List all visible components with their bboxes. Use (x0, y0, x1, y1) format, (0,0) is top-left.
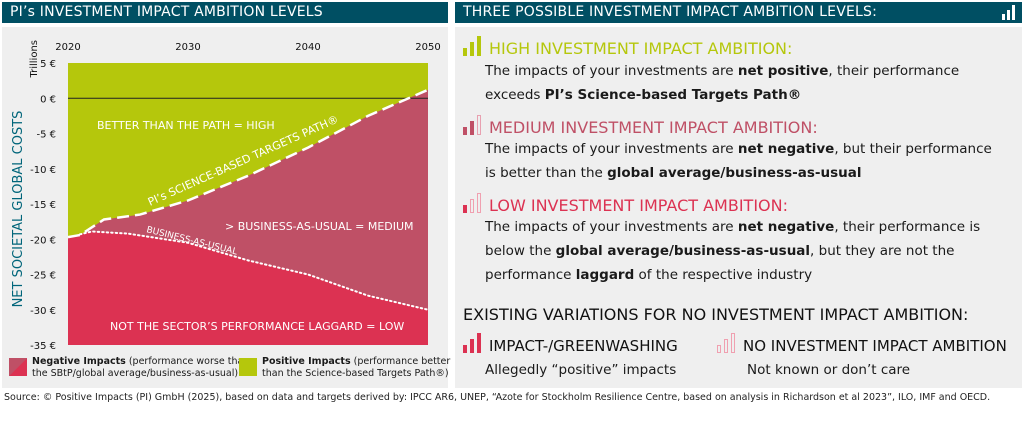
right-title: THREE POSSIBLE INVESTMENT IMPACT AMBITIO… (463, 4, 878, 20)
y-tick-label: -15 € (30, 200, 56, 211)
low-bars-icon (463, 193, 481, 213)
legend-negative-swatch (9, 358, 27, 376)
y-tick-label: -10 € (30, 165, 56, 176)
left-panel-header: PI’s INVESTMENT IMPACT AMBITION LEVELS (2, 2, 448, 23)
low-line-1: The impacts of your investments are net … (485, 219, 981, 235)
source-note: Source: © Positive Impacts (PI) GmbH (20… (4, 392, 991, 403)
high-line-2: exceeds PI’s Science-based Targets Path® (485, 87, 802, 103)
x-tick-label: 2050 (415, 42, 440, 53)
y-axis-label: NET SOCIETAL GLOBAL COSTS (11, 111, 26, 308)
y-tick-label: -20 € (30, 235, 56, 246)
medium-heading: MEDIUM INVESTMENT IMPACT AMBITION: (463, 115, 818, 137)
no-ambition-text: Not known or don’t care (747, 362, 911, 378)
greenwashing-heading: IMPACT-/GREENWASHING (463, 333, 678, 355)
low-line-2: below the global average/business-as-usu… (485, 243, 955, 259)
greenwashing-bars-icon (463, 333, 481, 353)
y-tick-label: 5 € (40, 59, 56, 70)
chart: 2020 2030 2040 2050 5 € 0 € -5 € -10 € -15 € -20 … (11, 40, 441, 352)
low-heading: LOW INVESTMENT IMPACT AMBITION: (463, 193, 788, 215)
y-unit-label: Trillions (29, 40, 40, 79)
medium-line-1: The impacts of your investments are net … (485, 141, 992, 157)
bars-icon (1002, 5, 1015, 20)
high-line-1: The impacts of your investments are net … (485, 63, 960, 79)
high-heading: HIGH INVESTMENT IMPACT AMBITION: (463, 36, 792, 58)
legend-positive-swatch (239, 358, 257, 376)
region-medium-label: > BUSINESS-AS-USUAL = MEDIUM (225, 220, 414, 233)
high-bars-icon (463, 36, 481, 56)
region-low-label: NOT THE SECTOR’S PERFORMANCE LAGGARD = L… (110, 320, 404, 333)
greenwashing-text: Allegedly “positive” impacts (485, 362, 677, 378)
y-tick-label: -30 € (30, 306, 56, 317)
right-panel-header: THREE POSSIBLE INVESTMENT IMPACT AMBITIO… (455, 2, 1022, 23)
low-line-3: performance laggard of the respective in… (485, 267, 813, 283)
x-tick-label: 2030 (175, 42, 200, 53)
existing-heading: EXISTING VARIATIONS FOR NO INVESTMENT IM… (463, 305, 969, 324)
medium-line-2: is better than the global average/busine… (485, 165, 862, 181)
region-high-label: BETTER THAN THE PATH = HIGH (97, 119, 275, 132)
x-tick-label: 2020 (55, 42, 80, 53)
x-tick-label: 2040 (295, 42, 320, 53)
bau-line (79, 230, 429, 311)
sbtp-path-line (67, 88, 429, 239)
y-tick-label: -5 € (36, 130, 56, 141)
no-ambition-heading: NO INVESTMENT IMPACT AMBITION (717, 333, 1007, 355)
y-tick-label: -35 € (30, 341, 56, 352)
y-tick-label: -25 € (30, 271, 56, 282)
levels-panel: HIGH INVESTMENT IMPACT AMBITION: The imp… (455, 27, 1022, 388)
legend-positive: Positive Impacts (performance better than… (262, 356, 451, 379)
low-area (68, 231, 428, 345)
medium-bars-icon (463, 115, 481, 135)
legend-negative: Negative Impacts (performance worse than… (32, 356, 250, 379)
y-tick-label: 0 € (40, 94, 56, 105)
no-ambition-bars-icon (717, 333, 735, 353)
